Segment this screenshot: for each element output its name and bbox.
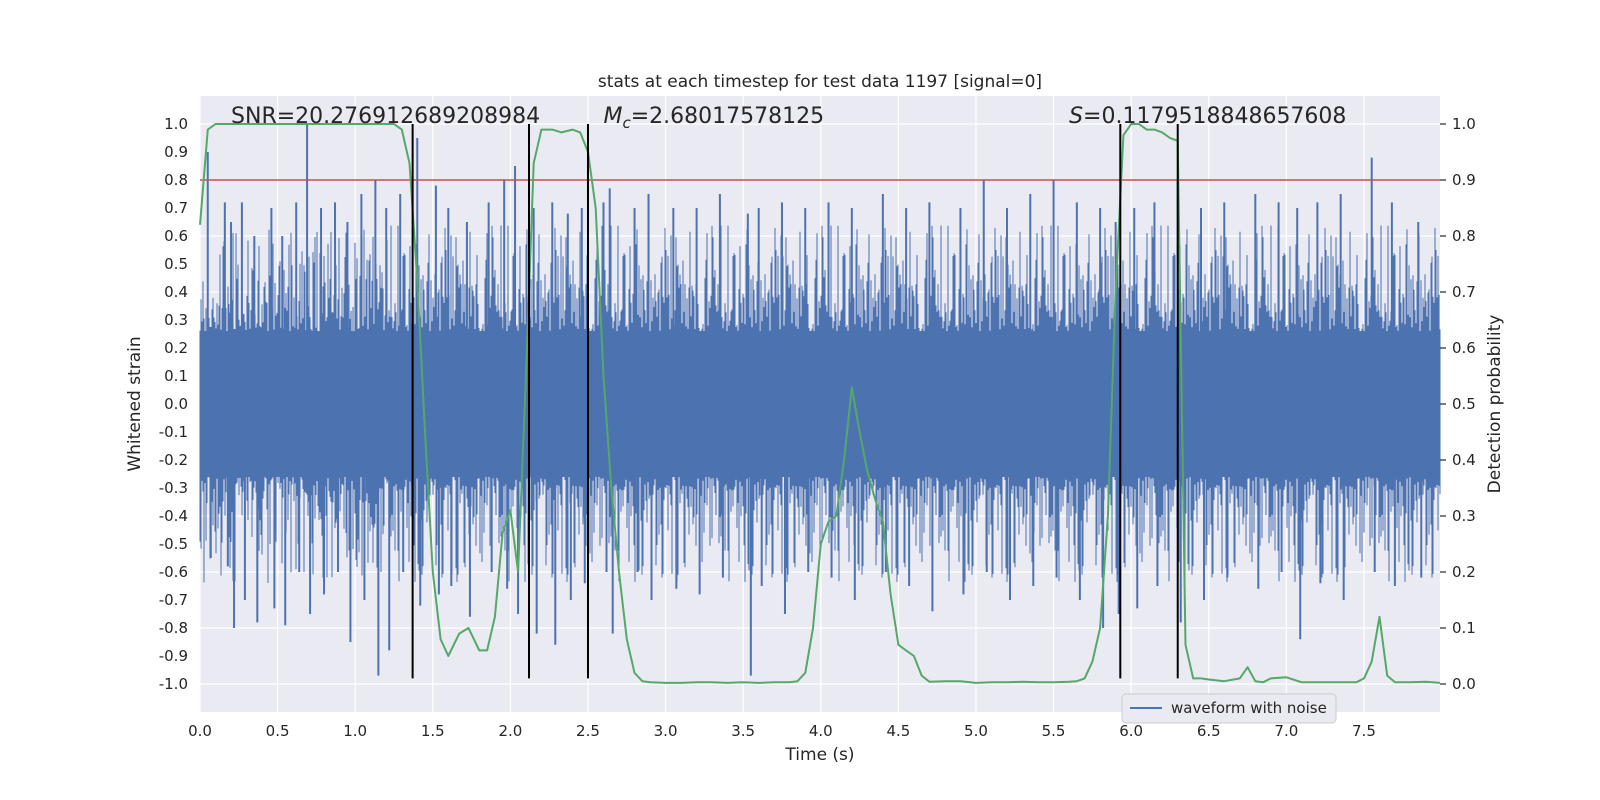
x-tick-label: 4.0: [809, 722, 833, 740]
annotation-0: SNR=20.276912689208984: [231, 104, 540, 129]
y-tick-label: 0.0: [164, 395, 188, 413]
annotations: SNR=20.276912689208984 Mc=2.68017578125 S=…: [231, 104, 1346, 132]
y2-tick-label: 0.5: [1452, 395, 1476, 413]
y-tick-label: -0.1: [159, 423, 188, 441]
y2-tick-label: 0.0: [1452, 675, 1476, 693]
x-tick-label: 6.5: [1197, 722, 1221, 740]
y2-tick-label: 0.6: [1452, 339, 1476, 357]
y-tick-label: -0.6: [159, 563, 188, 581]
y-tick-label: 0.4: [164, 283, 188, 301]
x-axis-ticks: 0.0 0.5 1.0 1.5 2.0 2.5 3.0 3.5 4.0 4.5 5.0 5.5 6.0 6…: [188, 722, 1376, 740]
y2-tick-label: 0.9: [1452, 171, 1476, 189]
detection-probability-line: [199, 123, 1441, 684]
y-tick-label: 0.5: [164, 255, 188, 273]
y2-tick-label: 0.8: [1452, 227, 1476, 245]
y-tick-label: -0.2: [159, 451, 188, 469]
legend-box: [1121, 693, 1337, 724]
y-tick-label: 0.1: [164, 367, 188, 385]
y-tick-label: 1.0: [164, 115, 188, 133]
y-tick-label: 0.6: [164, 227, 188, 245]
y-tick-label: -0.4: [159, 507, 188, 525]
x-tick-label: 7.0: [1274, 722, 1298, 740]
y2-axis-label: Detection probability: [1485, 315, 1505, 494]
series-waveform: [199, 124, 1441, 676]
chart-title: stats at each timestep for test data 119…: [598, 72, 1042, 92]
x-tick-label: 1.5: [421, 722, 445, 740]
y2-tick-label: 0.4: [1452, 451, 1476, 469]
x-tick-label: 4.5: [886, 722, 910, 740]
y2-tick-label: 0.2: [1452, 563, 1476, 581]
annotation-2: S=0.1179518848657608: [1069, 104, 1346, 129]
x-tick-label: 6.0: [1119, 722, 1143, 740]
x-axis-label: Time (s): [784, 745, 854, 765]
series-detection-probability: [199, 123, 1441, 684]
y2-axis-ticks: 0.0 0.1 0.2 0.3 0.4 0.5 0.6 0.7 0.8 0.9 1.0: [1440, 115, 1476, 693]
y2-tick-label: 0.7: [1452, 283, 1476, 301]
annotation-1: Mc=2.68017578125: [604, 104, 825, 132]
x-tick-label: 2.5: [576, 722, 600, 740]
y-tick-label: 0.7: [164, 199, 188, 217]
y2-tick-label: 1.0: [1452, 115, 1476, 133]
y-tick-label: 0.3: [164, 311, 188, 329]
y2-tick-label: 0.3: [1452, 507, 1476, 525]
x-tick-label: 5.0: [964, 722, 988, 740]
x-tick-label: 7.5: [1352, 722, 1376, 740]
legend-label-waveform: waveform with noise: [1171, 699, 1327, 717]
y-tick-label: 0.9: [164, 143, 188, 161]
y-tick-label: 0.2: [164, 339, 188, 357]
y-tick-label: -0.3: [159, 479, 188, 497]
y-tick-label: 0.8: [164, 171, 188, 189]
y-tick-label: -1.0: [159, 675, 188, 693]
vertical-markers: [411, 124, 1179, 679]
x-tick-label: 0.0: [188, 722, 212, 740]
y-axis-label: Whitened strain: [125, 336, 145, 471]
y-tick-label: -0.7: [159, 591, 188, 609]
y2-tick-label: 0.1: [1452, 619, 1476, 637]
y-tick-label: -0.9: [159, 647, 188, 665]
y-tick-label: -0.8: [159, 619, 188, 637]
x-tick-label: 2.0: [498, 722, 522, 740]
x-tick-label: 3.5: [731, 722, 755, 740]
x-tick-label: 1.0: [343, 722, 367, 740]
x-tick-label: 3.0: [654, 722, 678, 740]
x-tick-label: 0.5: [266, 722, 290, 740]
y-tick-label: -0.5: [159, 535, 188, 553]
y-axis-ticks: -1.0 -0.9 -0.8 -0.7 -0.6 -0.5 -0.4 -0.3 -0.2 -0.1…: [159, 115, 188, 693]
x-tick-label: 5.5: [1042, 722, 1066, 740]
legend: waveform with noise: [1121, 693, 1337, 724]
